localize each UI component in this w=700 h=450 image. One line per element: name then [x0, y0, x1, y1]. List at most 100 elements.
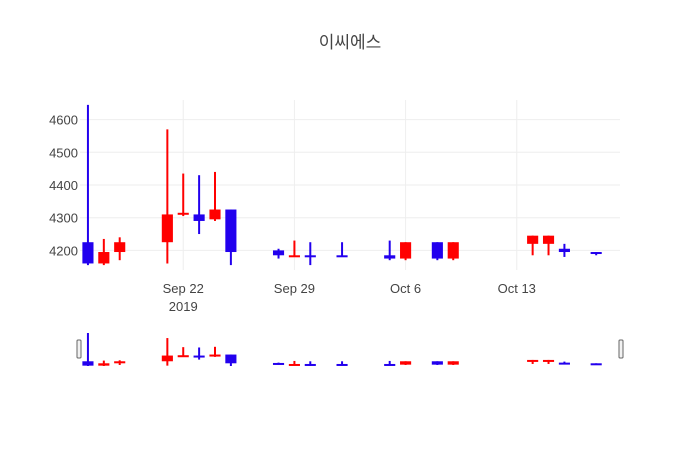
- candle-body: [209, 209, 221, 220]
- mini-candle: [542, 359, 555, 364]
- candle-body: [527, 235, 539, 244]
- mini-candle: [193, 347, 205, 360]
- mini-candle-body: [98, 363, 110, 366]
- candle-body: [384, 255, 396, 259]
- range-slider-background: [80, 332, 620, 368]
- mini-candle: [225, 354, 237, 366]
- mini-candle-body: [590, 363, 602, 366]
- mini-candle-body: [384, 363, 396, 366]
- mini-candle-body: [447, 361, 459, 365]
- candle-body: [447, 242, 459, 259]
- mini-candle: [558, 361, 570, 365]
- candle-body: [82, 242, 94, 264]
- mini-candle-body: [288, 363, 300, 366]
- candle: [177, 173, 189, 217]
- candle-body: [304, 255, 316, 258]
- mini-candle-body: [272, 362, 285, 365]
- mini-candle-body: [431, 361, 443, 365]
- mini-candle-body: [114, 361, 126, 364]
- candle-body: [161, 214, 173, 243]
- x-tick-label: Oct 13: [498, 281, 536, 296]
- range-slider-left-handle[interactable]: [76, 339, 82, 359]
- mini-candle-body: [193, 355, 205, 358]
- y-tick-label: 4400: [49, 178, 78, 193]
- candle: [288, 240, 300, 258]
- mini-candle-body: [161, 355, 173, 362]
- chart-title: 이씨에스: [319, 33, 382, 53]
- candle-body: [114, 242, 126, 253]
- mini-candle-body: [82, 361, 94, 366]
- candle-body: [431, 242, 443, 259]
- mini-candle: [304, 361, 316, 366]
- candle: [272, 248, 285, 259]
- mini-candle-body: [527, 359, 539, 362]
- candle: [590, 252, 602, 256]
- candle-body: [225, 209, 237, 253]
- mini-candle: [431, 361, 443, 365]
- candle: [336, 242, 348, 258]
- mini-candle: [82, 333, 94, 366]
- candle-body: [272, 250, 285, 256]
- candle-body: [193, 214, 205, 221]
- mini-candle: [400, 361, 412, 365]
- range-slider-right-handle[interactable]: [618, 339, 624, 359]
- mini-candle-body: [542, 359, 555, 362]
- candles-layer: [82, 104, 602, 266]
- candle: [384, 240, 396, 261]
- x-tick-sublabel: 2019: [169, 299, 198, 314]
- mini-candle: [161, 338, 173, 366]
- candle: [447, 242, 459, 261]
- x-tick-label: Oct 6: [390, 281, 421, 296]
- candle: [527, 235, 539, 256]
- candle: [400, 242, 412, 261]
- y-tick-label: 4600: [49, 113, 78, 128]
- candle-body: [400, 242, 412, 259]
- mini-candle-body: [336, 363, 348, 366]
- mini-candle-body: [400, 361, 412, 365]
- mini-candle: [384, 360, 396, 366]
- x-tick-label: Sep 22: [163, 281, 204, 296]
- y-tick-label: 4200: [49, 243, 78, 258]
- candle-body: [98, 252, 110, 264]
- x-axis: Sep 22 2019 Sep 29 Oct 6 Oct 13: [163, 281, 536, 314]
- candle: [304, 242, 316, 266]
- mini-candle: [336, 361, 348, 366]
- mini-candle: [98, 360, 110, 366]
- candle: [431, 242, 443, 261]
- x-tick-label: Sep 29: [274, 281, 315, 296]
- mini-candle-body: [225, 354, 237, 364]
- candle: [209, 171, 221, 221]
- y-axis: 4200 4300 4400 4500 4600: [49, 113, 78, 259]
- candle: [98, 238, 110, 266]
- range-slider[interactable]: [76, 332, 624, 368]
- mini-candle: [209, 346, 221, 357]
- mini-candle: [177, 347, 189, 358]
- mini-candle: [447, 361, 459, 365]
- candle-body: [558, 248, 570, 253]
- mini-candle-body: [209, 354, 221, 357]
- mini-candle: [527, 359, 539, 364]
- mini-candle: [590, 363, 602, 366]
- mini-candle: [272, 362, 285, 365]
- mini-candle-body: [177, 355, 189, 358]
- grid-lines: [80, 100, 620, 270]
- mini-candle: [288, 360, 300, 366]
- y-tick-label: 4300: [49, 211, 78, 226]
- mini-candle-body: [304, 363, 316, 366]
- candle: [558, 243, 570, 257]
- mini-candle-body: [558, 362, 570, 365]
- mini-candle: [114, 360, 126, 365]
- candle-body: [590, 252, 602, 255]
- candle: [82, 104, 94, 266]
- candle: [225, 209, 237, 266]
- range-slider-candles: [82, 333, 602, 366]
- candle: [114, 237, 126, 261]
- candle-body: [336, 255, 348, 258]
- candle: [161, 129, 173, 264]
- candle-body: [542, 235, 555, 244]
- y-tick-label: 4500: [49, 145, 78, 160]
- candle: [542, 235, 555, 256]
- candle-body: [288, 255, 300, 258]
